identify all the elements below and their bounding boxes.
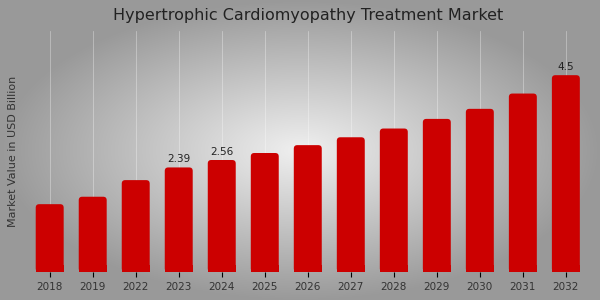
FancyBboxPatch shape xyxy=(466,109,494,272)
Bar xyxy=(380,265,408,272)
Bar xyxy=(509,265,537,272)
FancyBboxPatch shape xyxy=(36,204,64,272)
FancyBboxPatch shape xyxy=(79,197,107,272)
Bar xyxy=(208,265,236,272)
Text: 4.5: 4.5 xyxy=(557,62,574,72)
Bar xyxy=(552,265,580,272)
Bar xyxy=(466,265,494,272)
FancyBboxPatch shape xyxy=(380,128,408,272)
FancyBboxPatch shape xyxy=(294,145,322,272)
Bar xyxy=(122,265,150,272)
FancyBboxPatch shape xyxy=(122,180,150,272)
Text: 2.39: 2.39 xyxy=(167,154,190,164)
FancyBboxPatch shape xyxy=(165,167,193,272)
FancyBboxPatch shape xyxy=(509,94,537,272)
FancyBboxPatch shape xyxy=(423,119,451,272)
Bar xyxy=(251,265,279,272)
Bar xyxy=(79,265,107,272)
Bar xyxy=(294,265,322,272)
Bar xyxy=(337,265,365,272)
Y-axis label: Market Value in USD Billion: Market Value in USD Billion xyxy=(8,76,19,227)
Bar xyxy=(423,265,451,272)
Bar xyxy=(165,265,193,272)
Bar xyxy=(36,265,64,272)
Text: 2.56: 2.56 xyxy=(210,146,233,157)
FancyBboxPatch shape xyxy=(552,75,580,272)
FancyBboxPatch shape xyxy=(208,160,236,272)
FancyBboxPatch shape xyxy=(251,153,279,272)
Title: Hypertrophic Cardiomyopathy Treatment Market: Hypertrophic Cardiomyopathy Treatment Ma… xyxy=(113,8,503,23)
FancyBboxPatch shape xyxy=(337,137,365,272)
